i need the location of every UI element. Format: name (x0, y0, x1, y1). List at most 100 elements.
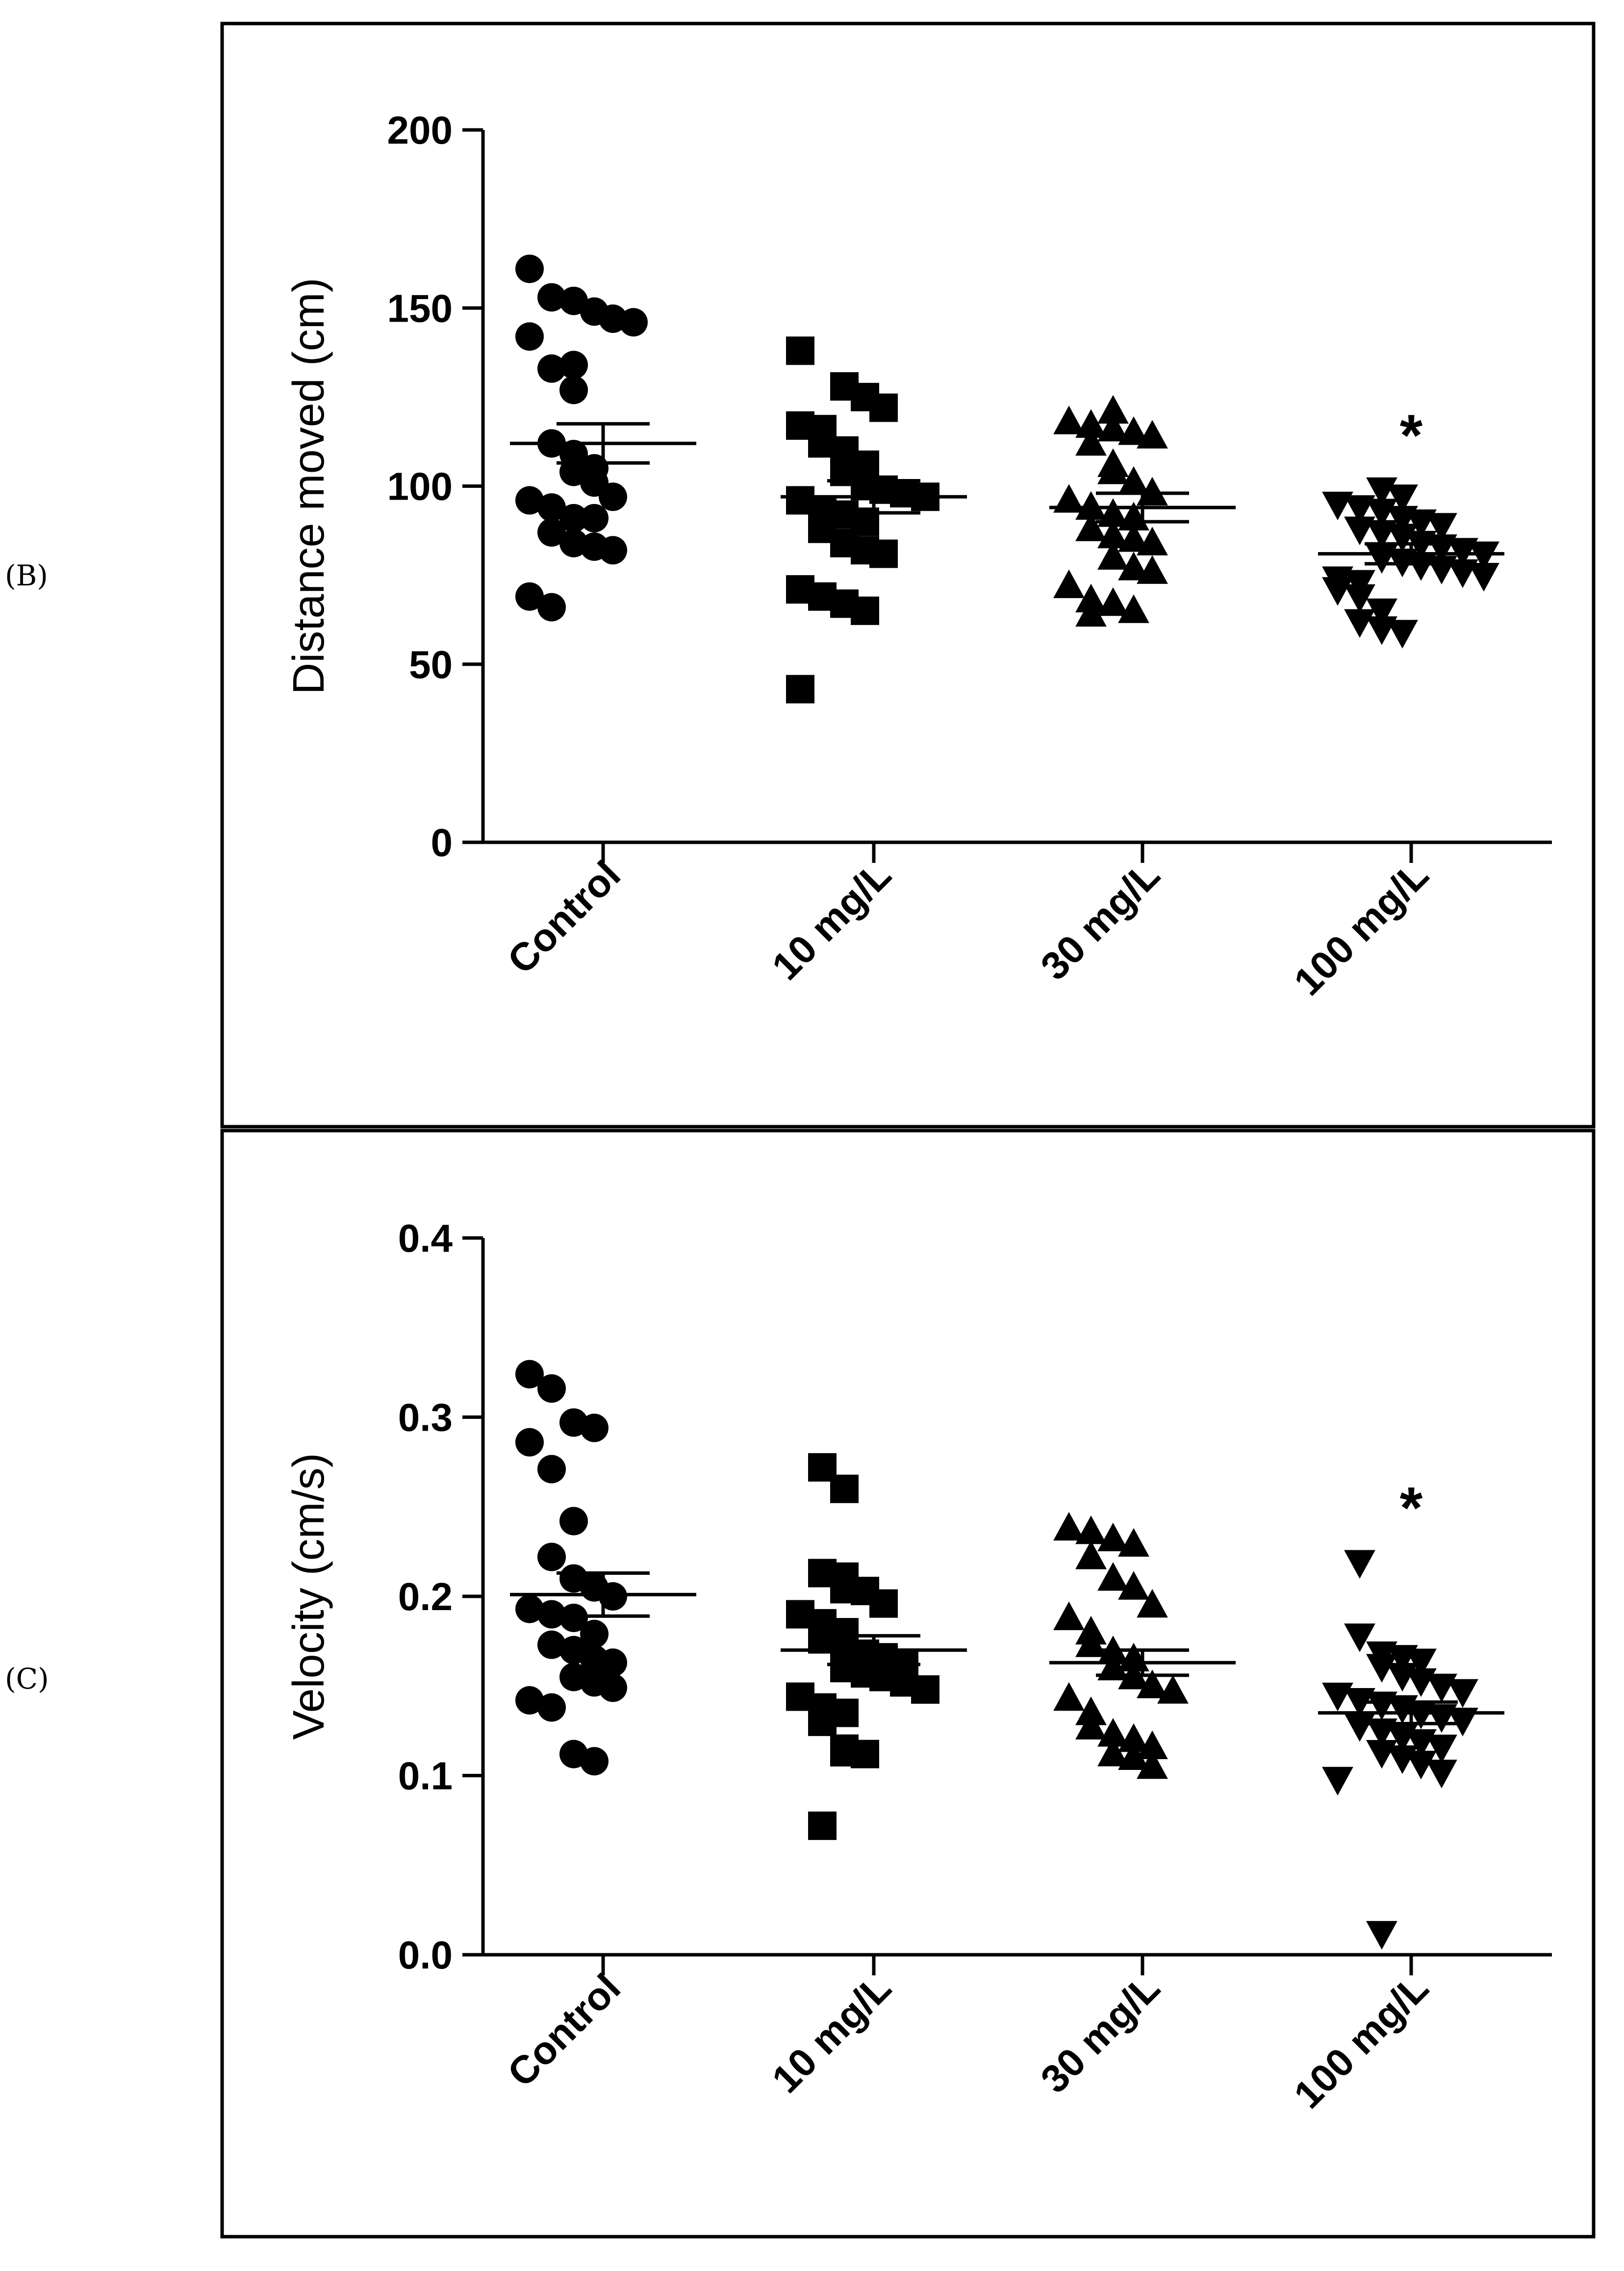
data-point (1137, 420, 1168, 449)
significance-star: * (1400, 1475, 1423, 1541)
data-point (1468, 563, 1499, 592)
data-point (786, 411, 814, 440)
data-point (599, 536, 627, 565)
data-point (515, 254, 544, 283)
data-point (559, 1603, 588, 1632)
data-point (1118, 594, 1149, 623)
data-point (808, 1625, 837, 1654)
data-point (1426, 1760, 1457, 1789)
data-point (559, 376, 588, 404)
y-tick-label: 100 (387, 465, 453, 508)
data-point (1137, 1730, 1168, 1760)
data-point (1075, 512, 1107, 541)
data-point (1053, 405, 1085, 434)
significance-star: * (1400, 403, 1423, 468)
data-point (1075, 409, 1107, 438)
data-point (1344, 584, 1375, 613)
data-point (808, 582, 837, 611)
data-point (1097, 1562, 1129, 1591)
data-point (537, 354, 566, 383)
data-point (580, 1747, 609, 1776)
category-label-100mg: 100 mg/L (1286, 853, 1437, 1004)
data-point (1137, 555, 1168, 584)
data-point (830, 1474, 859, 1503)
data-point (1366, 1921, 1397, 1950)
y-tick-label: 50 (409, 643, 453, 686)
data-point (786, 1600, 814, 1629)
data-point (537, 1455, 566, 1484)
panel-b-distance-chart: 0 50 100 150 200 Distance moved (cm) Control 10… (220, 22, 1596, 1129)
y-axis-title: Velocity (cm/s) (284, 1453, 333, 1740)
data-point (1137, 477, 1168, 506)
data-point (1447, 1679, 1478, 1708)
data-point (1097, 412, 1129, 442)
data-point (1405, 1648, 1437, 1677)
data-point (830, 1698, 859, 1727)
data-point (537, 1630, 566, 1659)
data-point (1097, 587, 1129, 616)
data-point (1075, 598, 1107, 627)
data-point (1344, 1550, 1375, 1579)
data-point (1053, 1601, 1085, 1630)
data-point (619, 308, 648, 337)
data-point (1053, 569, 1085, 598)
data-point (1097, 1738, 1129, 1766)
series-10mg (781, 336, 967, 704)
category-label-30mg: 30 mg/L (1032, 1966, 1168, 2101)
data-point (1053, 1682, 1085, 1711)
data-point (559, 1507, 588, 1536)
data-point (1322, 1766, 1353, 1796)
data-point (808, 1453, 837, 1482)
data-point (1366, 1654, 1397, 1683)
series-control (510, 254, 696, 622)
data-point (515, 1594, 544, 1623)
y-tick-label: 0.3 (398, 1396, 453, 1439)
data-point (1097, 395, 1129, 424)
data-point (580, 504, 609, 532)
data-point (1075, 1540, 1107, 1569)
data-point (808, 514, 837, 543)
panel-letter-c: (C) (5, 1662, 49, 1695)
series-10mg (781, 1453, 967, 1840)
data-point (537, 1693, 566, 1722)
data-point (1075, 1515, 1107, 1544)
data-point (1447, 1708, 1478, 1737)
data-point (1097, 455, 1129, 484)
panel-letter-b: (B) (5, 559, 48, 592)
data-point (537, 283, 566, 312)
data-point (911, 1675, 939, 1704)
data-point (808, 429, 837, 458)
data-point (851, 1740, 879, 1768)
data-point (1118, 466, 1149, 495)
category-label-100mg: 100 mg/L (1286, 1966, 1437, 2117)
data-point (1097, 519, 1129, 549)
data-point (808, 1811, 837, 1840)
data-point (1097, 1651, 1129, 1681)
data-point (580, 1619, 609, 1648)
data-point (515, 1360, 544, 1388)
data-point (1118, 1723, 1149, 1752)
y-axis-title: Distance moved (cm) (284, 278, 333, 694)
data-point (808, 1707, 837, 1736)
data-point (1344, 1713, 1375, 1742)
data-point (1405, 1750, 1437, 1780)
series-100mg: * (1318, 1475, 1504, 1950)
data-point (599, 1673, 627, 1702)
data-point (1118, 1741, 1149, 1770)
data-point (515, 486, 544, 515)
series-30mg (1049, 395, 1236, 627)
y-tick-label: 200 (387, 108, 453, 152)
data-point (1426, 513, 1457, 542)
panel-b-frame (220, 22, 1596, 1129)
data-point (786, 575, 814, 604)
data-point (1322, 491, 1353, 521)
data-point (515, 1428, 544, 1457)
data-point (1468, 541, 1499, 570)
y-tick-label: 0.4 (398, 1216, 453, 1260)
series-control (510, 1360, 696, 1776)
data-point (1075, 1696, 1107, 1725)
data-point (1118, 552, 1149, 580)
data-point (599, 1648, 627, 1677)
y-tick-label: 150 (387, 286, 453, 330)
panel-c-frame (220, 1129, 1596, 2239)
